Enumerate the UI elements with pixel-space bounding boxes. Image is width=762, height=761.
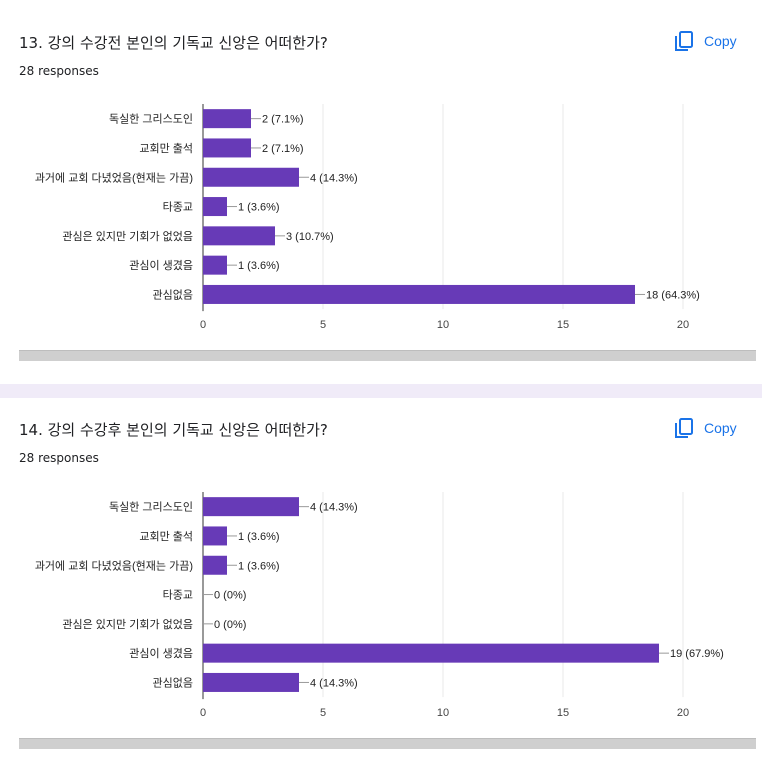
category-label: 교회만 출석 (139, 530, 193, 543)
data-label: 4 (14.3%) (310, 677, 358, 689)
x-tick-label: 20 (677, 707, 689, 719)
category-label: 관심이 생겼음 (129, 647, 193, 660)
question-title: 14. 강의 수강후 본인의 기독교 신앙은 어떠한가? (19, 421, 328, 439)
question-title: 13. 강의 수강전 본인의 기독교 신앙은 어떠한가? (19, 34, 328, 52)
x-tick-label: 15 (557, 707, 569, 719)
x-tick-label: 0 (200, 707, 206, 719)
data-label: 0 (0%) (214, 590, 246, 602)
data-label: 1 (3.6%) (238, 560, 280, 572)
category-label: 독실한 그리스도인 (109, 113, 193, 126)
horizontal-scrollbar[interactable] (19, 350, 756, 361)
x-tick-label: 20 (677, 319, 689, 331)
x-tick-label: 10 (437, 319, 449, 331)
data-label: 19 (67.9%) (670, 648, 724, 660)
data-label: 1 (3.6%) (238, 531, 280, 543)
data-label: 3 (10.7%) (286, 231, 334, 243)
data-label: 4 (14.3%) (310, 502, 358, 514)
data-label: 2 (7.1%) (262, 143, 304, 155)
data-label: 0 (0%) (214, 619, 246, 631)
card-divider (0, 384, 762, 398)
bar-chart-q13: 독실한 그리스도인 2 (7.1%) 교회만 출석 2 (7.1%) 과거에 교회 다녔… (35, 104, 700, 331)
x-tick-label: 5 (320, 319, 326, 331)
category-label: 관심은 있지만 기회가 없었음 (62, 618, 193, 631)
data-label: 4 (14.3%) (310, 172, 358, 184)
copy-label: Copy (704, 33, 737, 49)
copy-label: Copy (704, 420, 737, 436)
category-label: 관심없음 (153, 676, 193, 689)
bar[interactable] (203, 526, 227, 546)
category-label: 타종교 (163, 201, 193, 214)
bar[interactable] (203, 109, 251, 129)
bar[interactable] (203, 497, 299, 517)
category-label: 관심이 생겼음 (129, 259, 193, 272)
question-card-13: 13. 강의 수강전 본인의 기독교 신앙은 어떠한가? 28 response… (19, 27, 756, 361)
data-label: 1 (3.6%) (238, 202, 280, 214)
category-label: 과거에 교회 다녔었음(현재는 가끔) (35, 559, 193, 572)
bar[interactable] (203, 643, 659, 663)
data-label: 2 (7.1%) (262, 114, 304, 126)
copy-icon (675, 31, 693, 51)
bar[interactable] (203, 255, 227, 275)
response-count: 28 responses (19, 451, 99, 465)
bar[interactable] (203, 555, 227, 575)
copy-button[interactable]: Copy (672, 414, 752, 442)
x-tick-label: 5 (320, 707, 326, 719)
bar[interactable] (203, 672, 299, 692)
data-label: 1 (3.6%) (238, 260, 280, 272)
x-tick-label: 0 (200, 319, 206, 331)
bar-chart-q14: 독실한 그리스도인 4 (14.3%) 교회만 출석 1 (3.6%) 과거에 교회 다… (35, 492, 724, 719)
horizontal-scrollbar[interactable] (19, 738, 756, 749)
x-tick-label: 15 (557, 319, 569, 331)
category-label: 관심없음 (153, 288, 193, 301)
category-label: 관심은 있지만 기회가 없었음 (62, 230, 193, 243)
response-count: 28 responses (19, 64, 99, 78)
question-card-14: 14. 강의 수강후 본인의 기독교 신앙은 어떠한가? 28 response… (0, 398, 762, 761)
bar[interactable] (203, 226, 275, 246)
category-label: 독실한 그리스도인 (109, 501, 193, 514)
copy-button[interactable]: Copy (672, 27, 752, 55)
bar[interactable] (203, 197, 227, 217)
copy-icon (675, 418, 693, 438)
category-label: 과거에 교회 다녔었음(현재는 가끔) (35, 171, 193, 184)
bar[interactable] (203, 167, 299, 187)
x-tick-label: 10 (437, 707, 449, 719)
data-label: 18 (64.3%) (646, 289, 700, 301)
bar[interactable] (203, 284, 635, 304)
category-label: 타종교 (163, 589, 193, 602)
bar[interactable] (203, 138, 251, 158)
category-label: 교회만 출석 (139, 142, 193, 155)
